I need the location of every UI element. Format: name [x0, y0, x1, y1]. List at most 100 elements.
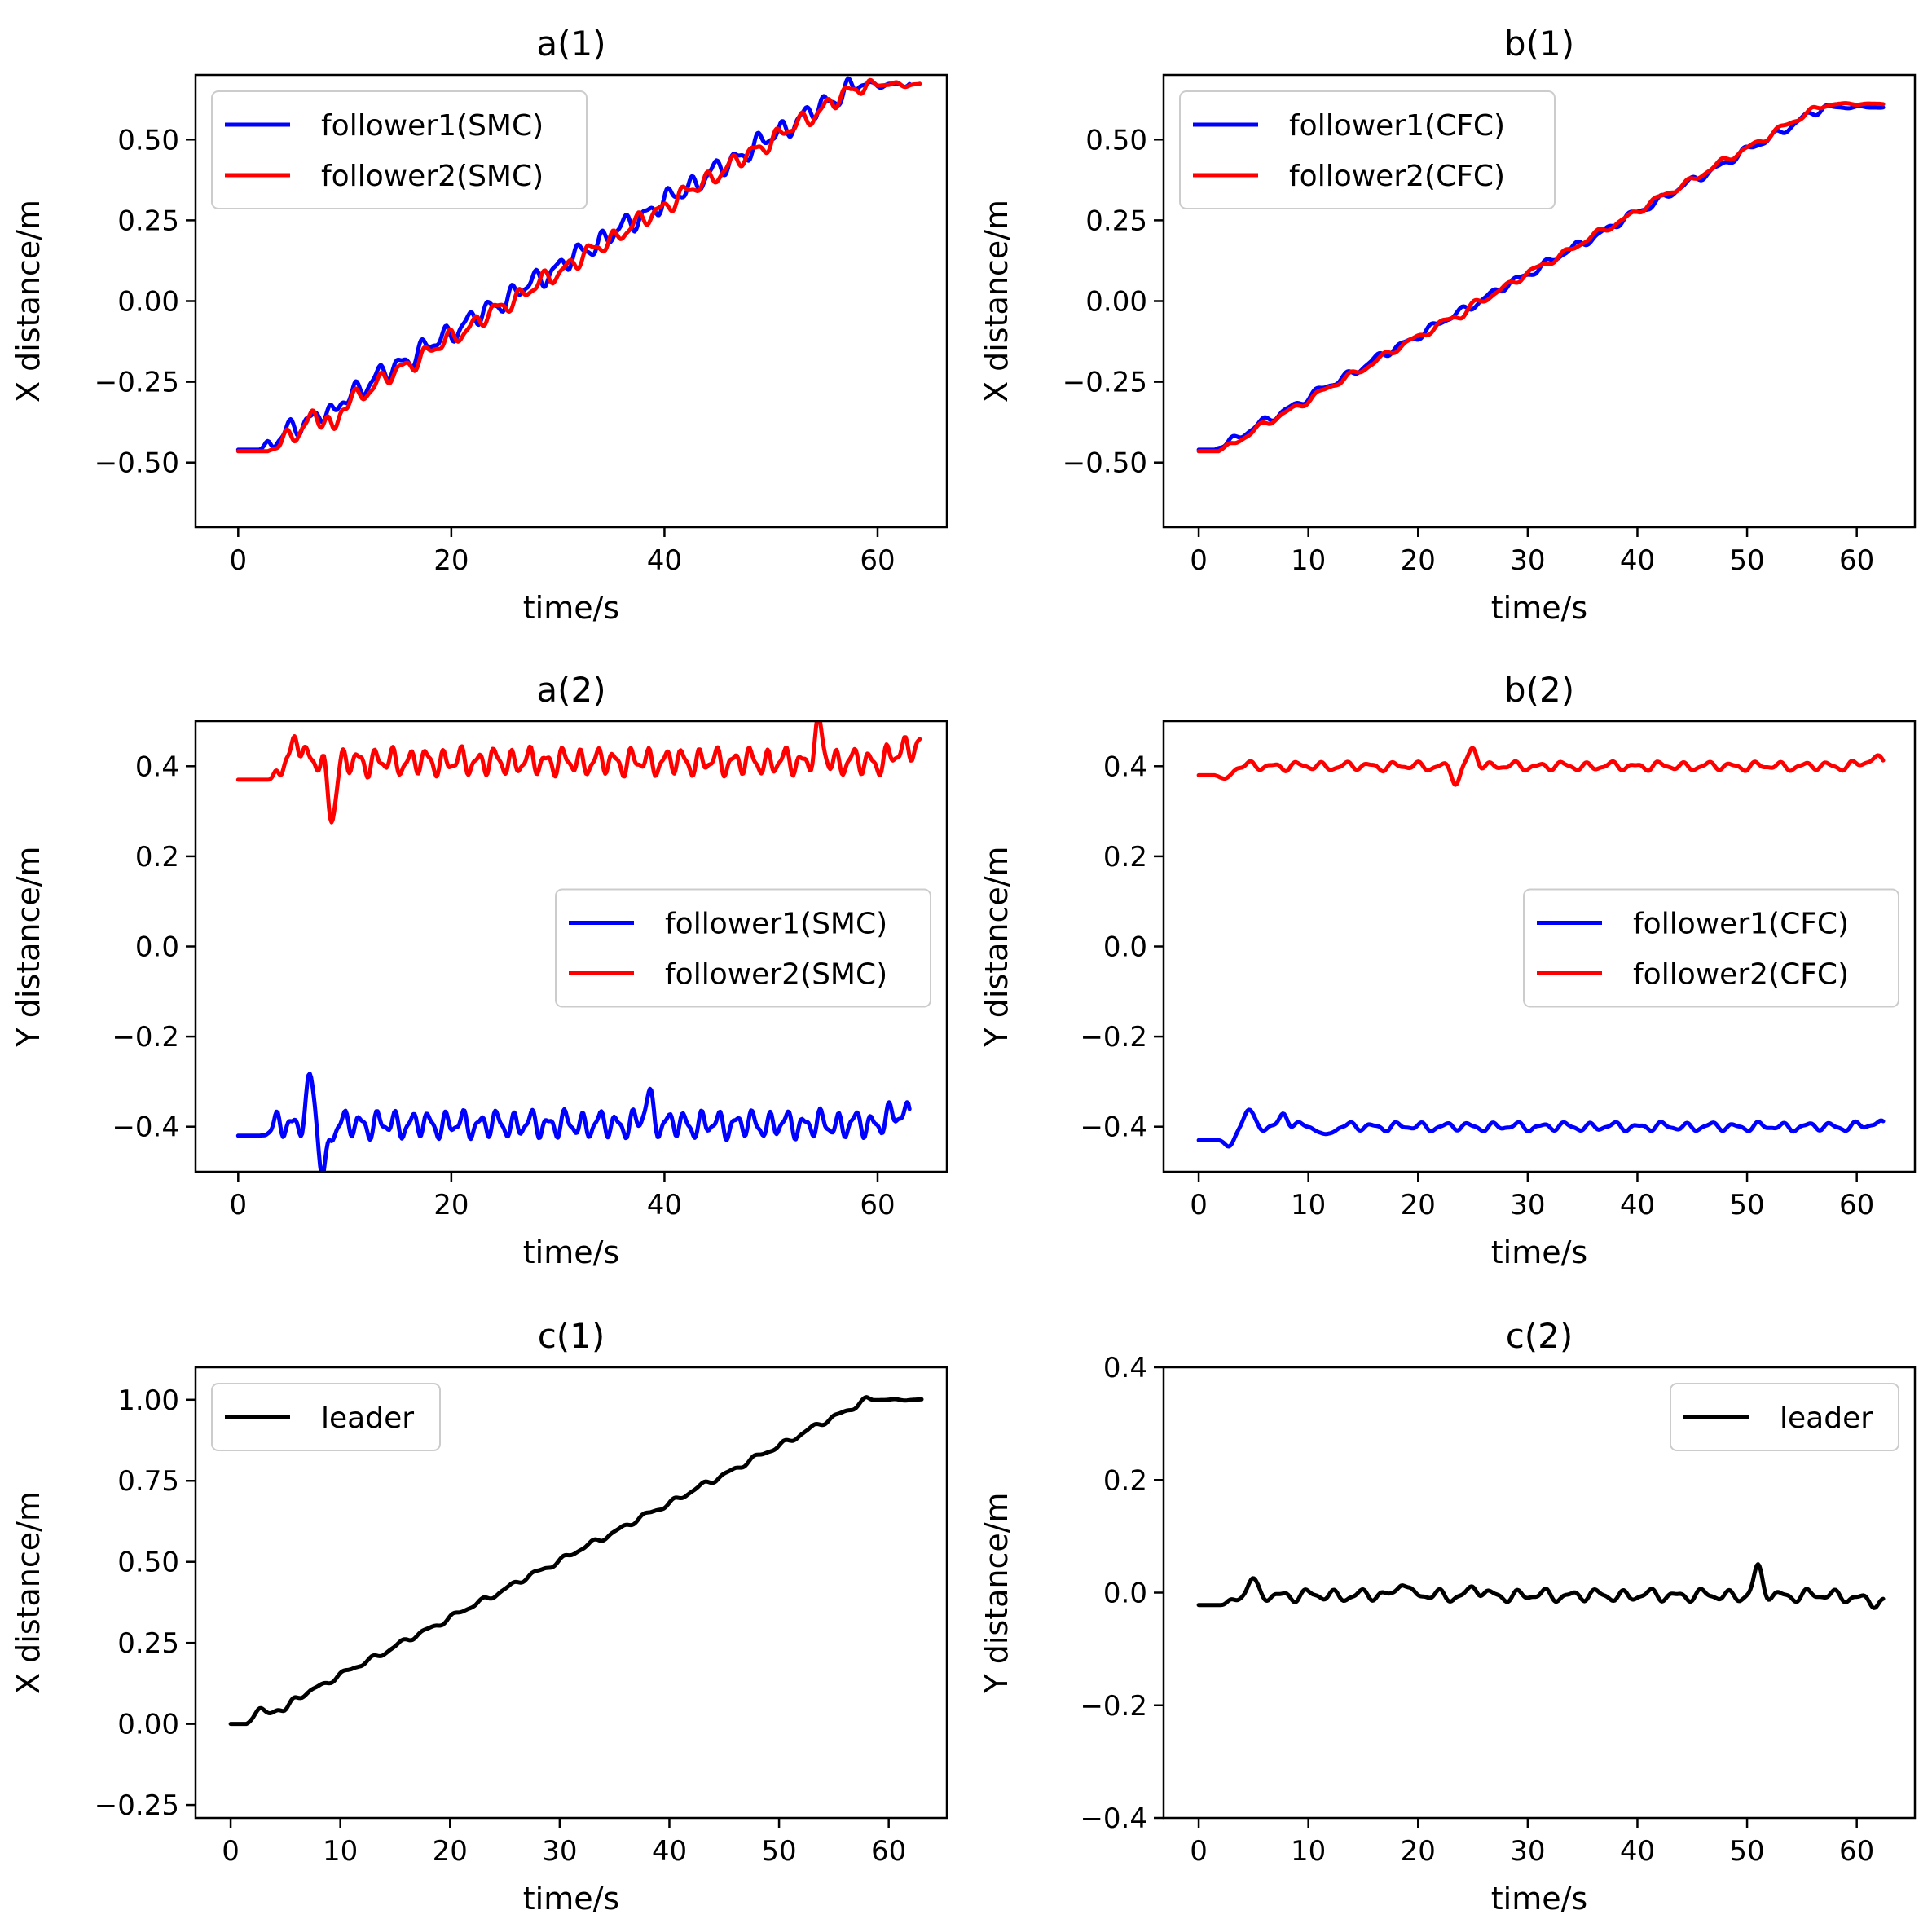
x-tick-label: 20	[433, 1189, 469, 1221]
chart-c1: c(1) 0 10 20 30 40 50 60 −0.25 0.00 0.25 0.50 0.75 1.…	[11, 1316, 948, 1917]
y-tick-label: −0.2	[1080, 1021, 1147, 1054]
y-tick-label: 0.4	[1103, 750, 1147, 783]
chart-title: c(2)	[1506, 1316, 1573, 1356]
legend: leader	[1670, 1383, 1899, 1451]
y-tick-label: −0.2	[1080, 1690, 1147, 1723]
legend-label: follower2(CFC)	[1633, 958, 1849, 992]
y-tick-label: −0.4	[1080, 1111, 1147, 1144]
x-tick-label: 0	[1190, 544, 1208, 577]
legend: follower1(SMC) follower2(SMC)	[555, 888, 931, 1008]
chart-a1: a(1) 0 20 40 60 −0.50 −0.25 0.00 0.25 0.50 time/s X…	[11, 24, 948, 626]
x-tick-label: 30	[1510, 1835, 1545, 1868]
y-tick-label: −0.2	[112, 1021, 179, 1054]
axes-frame	[194, 1366, 948, 1820]
y-tick-label: −0.50	[1063, 447, 1147, 480]
y-tick-label: −0.25	[95, 367, 179, 399]
chart-c2: c(2) 0 10 20 30 40 50 60 −0.4 −0.2 0.0 0.2 0.4 time/s…	[979, 1316, 1917, 1917]
y-tick-label: 0.50	[1085, 124, 1147, 156]
x-tick-label: 10	[1291, 1835, 1326, 1868]
legend-label: follower1(SMC)	[665, 908, 887, 941]
x-tick-label: 20	[1401, 1835, 1436, 1868]
legend-label: leader	[1780, 1402, 1873, 1435]
y-tick-label: 0.50	[117, 1547, 179, 1579]
series-line-follower1(SMC)	[235, 1072, 912, 1172]
y-tick-label: 1.00	[117, 1384, 179, 1417]
legend-label: follower2(SMC)	[665, 958, 887, 992]
x-tick-label: 0	[229, 544, 247, 577]
legend-box	[555, 888, 931, 1008]
x-tick-label: 20	[433, 1835, 468, 1868]
chart-title: b(2)	[1504, 670, 1574, 710]
y-tick-label: 0.00	[117, 1709, 179, 1741]
series-line-follower2(SMC)	[235, 721, 922, 825]
x-tick-label: 10	[323, 1835, 358, 1868]
x-tick-label: 60	[860, 544, 895, 577]
plot-area	[1196, 1562, 1886, 1610]
x-tick-label: 50	[1729, 1189, 1764, 1221]
y-axis-label: X distance/m	[11, 200, 46, 403]
y-tick-label: 0.2	[1103, 1464, 1147, 1497]
plot-area	[1196, 101, 1886, 454]
y-tick-label: 0.4	[1103, 1352, 1147, 1384]
y-tick-label: −0.4	[112, 1111, 179, 1144]
y-axis-label: X distance/m	[979, 200, 1014, 403]
y-tick-label: 0.75	[117, 1465, 179, 1498]
y-tick-label: 0.50	[117, 124, 179, 156]
series-line-follower2(SMC)	[235, 77, 922, 454]
y-tick-label: 0.0	[1103, 1578, 1147, 1610]
legend-box	[1179, 90, 1556, 209]
y-tick-label: −0.4	[1080, 1802, 1147, 1835]
legend-label: follower2(SMC)	[321, 160, 544, 193]
x-axis-label: time/s	[1491, 590, 1587, 626]
chart-b2: b(2) 0 10 20 30 40 50 60 −0.4 −0.2 0.0 0.2 0.4 time/s…	[979, 670, 1917, 1270]
x-axis-label: time/s	[1491, 1881, 1587, 1917]
legend-box	[1523, 888, 1899, 1008]
x-tick-label: 0	[1190, 1835, 1208, 1868]
y-tick-label: 0.25	[1085, 205, 1147, 237]
y-tick-label: 0.2	[135, 841, 179, 874]
x-tick-label: 60	[1839, 544, 1874, 577]
chart-a2: a(2) 0 20 40 60 −0.4 −0.2 0.0 0.2 0.4 time/s Y dist…	[11, 670, 948, 1270]
x-axis-label: time/s	[523, 590, 619, 626]
x-tick-label: 0	[1190, 1189, 1208, 1221]
legend-label: follower2(CFC)	[1289, 160, 1505, 193]
x-tick-label: 50	[1729, 1835, 1764, 1868]
series-line-leader	[1196, 1562, 1886, 1610]
y-tick-label: 0.25	[117, 1627, 179, 1660]
plot-area	[235, 76, 922, 454]
x-axis-label: time/s	[523, 1234, 619, 1270]
legend: follower1(CFC) follower2(CFC)	[1179, 90, 1556, 209]
y-tick-label: 0.25	[117, 205, 179, 237]
x-tick-label: 10	[1291, 1189, 1326, 1221]
y-tick-label: −0.25	[1063, 367, 1147, 399]
legend: leader	[211, 1383, 441, 1451]
y-tick-label: 0.0	[1103, 931, 1147, 964]
x-tick-label: 60	[871, 1835, 906, 1868]
legend-label: follower1(CFC)	[1289, 109, 1505, 143]
y-axis-label: Y distance/m	[979, 846, 1014, 1047]
x-tick-label: 40	[1620, 1189, 1655, 1221]
legend-box	[211, 1383, 441, 1451]
plot-area	[1196, 746, 1886, 1149]
x-tick-label: 0	[222, 1835, 240, 1868]
x-tick-label: 20	[1401, 1189, 1436, 1221]
x-tick-label: 40	[1620, 1835, 1655, 1868]
legend: follower1(SMC) follower2(SMC)	[211, 90, 588, 209]
y-axis-label: Y distance/m	[979, 1492, 1014, 1693]
x-tick-label: 30	[1510, 1189, 1545, 1221]
x-axis-label: time/s	[523, 1881, 619, 1917]
x-tick-label: 20	[433, 544, 469, 577]
x-tick-label: 10	[1291, 544, 1326, 577]
x-tick-label: 20	[1401, 544, 1436, 577]
y-tick-label: 0.00	[117, 286, 179, 319]
plot-area	[228, 1395, 924, 1727]
y-tick-label: −0.25	[95, 1789, 179, 1822]
y-axis-label: Y distance/m	[11, 846, 46, 1047]
legend: follower1(CFC) follower2(CFC)	[1523, 888, 1899, 1008]
legend-box	[211, 90, 588, 209]
y-tick-label: 0.4	[135, 750, 179, 783]
series-line-follower2(CFC)	[1196, 101, 1886, 454]
y-tick-label: 0.00	[1085, 286, 1147, 319]
x-tick-label: 60	[1839, 1835, 1874, 1868]
